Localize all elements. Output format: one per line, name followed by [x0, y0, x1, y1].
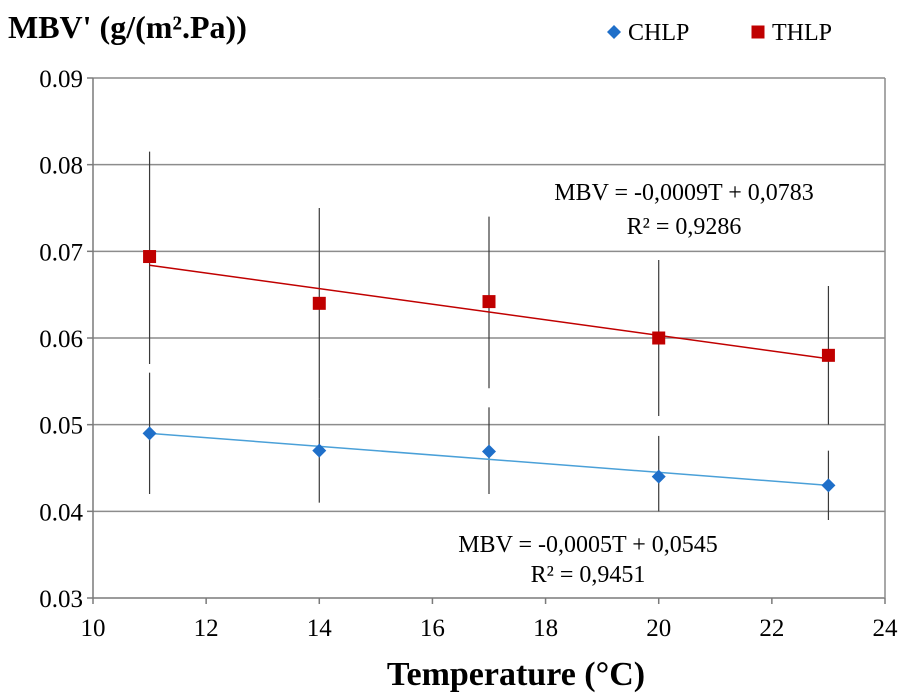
y-tick-label-0.05: 0.05	[39, 413, 83, 440]
thlp-r2: R² = 0,9286	[627, 214, 742, 240]
chlp-r2: R² = 0,9451	[531, 562, 646, 588]
point-thlp-1	[312, 296, 326, 310]
x-tick-label-20: 20	[646, 615, 671, 642]
x-tick-label-24: 24	[873, 615, 899, 642]
point-chlp-3	[651, 469, 666, 484]
legend: CHLP THLP	[607, 20, 832, 46]
y-tick-label-0.03: 0.03	[39, 586, 83, 613]
y-tick-label-0.06: 0.06	[39, 326, 83, 353]
trendline-chlp	[149, 432, 829, 487]
x-axis-title: Temperature (°C)	[387, 656, 645, 693]
point-chlp-4	[821, 478, 836, 493]
x-tick-label-22: 22	[759, 615, 784, 642]
tick-labels: 0.03 0.04 0.05 0.06 0.07 0.08 0.09 10 12 14 16 18 20…	[39, 66, 898, 642]
point-thlp-4	[821, 348, 835, 362]
point-chlp-1	[312, 443, 327, 458]
legend-marker-thlp	[751, 25, 765, 39]
chlp-equation: MBV = -0,0005T + 0,0545	[458, 532, 718, 558]
point-chlp-0	[142, 426, 157, 441]
x-tick-label-18: 18	[533, 615, 558, 642]
thlp-equation: MBV = -0,0009T + 0,0783	[554, 180, 814, 206]
y-axis-title: MBV' (g/(m².Pa))	[8, 9, 247, 45]
y-tick-label-0.09: 0.09	[39, 66, 83, 93]
x-tick-label-12: 12	[194, 615, 219, 642]
trendline-thlp	[149, 264, 829, 360]
trendlines	[149, 264, 829, 487]
y-tick-label-0.04: 0.04	[39, 499, 83, 526]
point-thlp-3	[652, 331, 666, 345]
legend-label-chlp: CHLP	[628, 20, 689, 46]
y-tick-label-0.08: 0.08	[39, 153, 83, 180]
y-tick-label-0.07: 0.07	[39, 239, 83, 266]
x-tick-label-14: 14	[307, 615, 333, 642]
x-tick-label-16: 16	[420, 615, 445, 642]
data-points	[142, 250, 836, 493]
point-thlp-0	[143, 250, 157, 264]
axes	[87, 77, 886, 604]
legend-marker-chlp	[607, 25, 621, 39]
x-tick-label-10: 10	[81, 615, 106, 642]
point-thlp-2	[482, 295, 496, 309]
error-bars	[148, 151, 830, 520]
legend-label-thlp: THLP	[772, 20, 832, 46]
point-chlp-2	[482, 444, 496, 459]
